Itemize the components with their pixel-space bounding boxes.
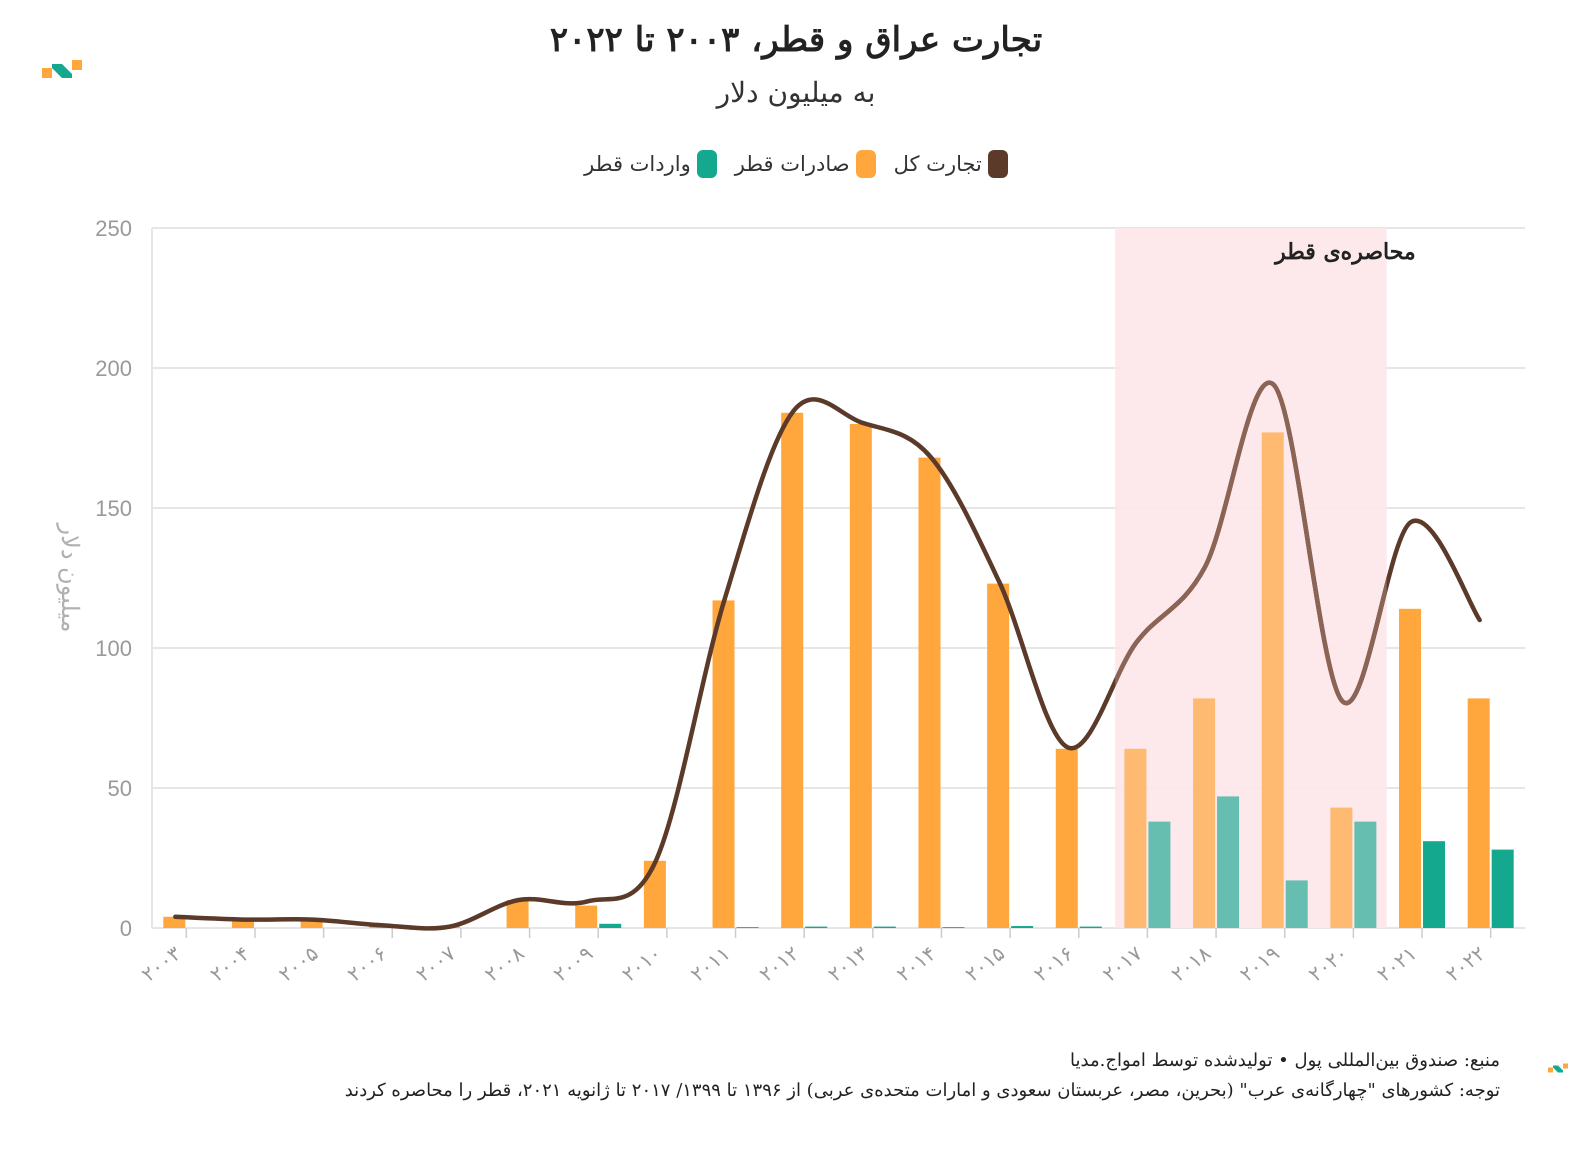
bar-exports bbox=[1261, 432, 1284, 928]
bar-exports bbox=[575, 905, 598, 928]
chart-legend: تجارت کل صادرات قطر واردات قطر bbox=[0, 150, 1592, 178]
legend-swatch-exports bbox=[855, 150, 876, 178]
chart-title: تجارت عراق و قطر، ۲۰۰۳ تا ۲۰۲۲ bbox=[549, 20, 1043, 60]
x-tick-label: ۲۰۰۳ bbox=[137, 941, 186, 987]
legend-swatch-total bbox=[987, 150, 1008, 178]
bar-imports bbox=[736, 927, 759, 928]
x-tick-label: ۲۰۰۷ bbox=[411, 941, 460, 987]
bar-exports bbox=[643, 860, 666, 928]
bar-exports bbox=[849, 424, 872, 928]
y-tick-label: 0 bbox=[120, 916, 132, 941]
bar-imports bbox=[1423, 841, 1446, 928]
bar-exports bbox=[1055, 748, 1078, 928]
y-tick-label: 200 bbox=[95, 356, 132, 381]
chart-plot: 0 50 100 150 200 250 میلیون دلار محاصره‌ی قطر ۲۰… bbox=[56, 216, 1525, 987]
x-tick-label: ۲۰۱۵ bbox=[961, 941, 1010, 986]
footer-note: توجه: کشورهای "چهارگانه‌ی عرب" (بحرین، م… bbox=[344, 1080, 1500, 1101]
x-tick-label: ۲۰۱۴ bbox=[892, 941, 941, 986]
bar-exports bbox=[781, 412, 804, 928]
bar-imports bbox=[805, 926, 828, 928]
bar-exports bbox=[1330, 807, 1353, 928]
bar-exports bbox=[1399, 608, 1422, 928]
bar-exports bbox=[712, 600, 735, 928]
x-tick-label: ۲۰۱۶ bbox=[1029, 941, 1078, 986]
bar-imports bbox=[1217, 796, 1240, 928]
x-tick-label: ۲۰۱۰ bbox=[617, 941, 666, 986]
x-tick-label: ۲۰۱۸ bbox=[1167, 941, 1216, 987]
footer-logo bbox=[1548, 1063, 1568, 1073]
x-tick-label: ۲۰۲۰ bbox=[1304, 941, 1353, 986]
legend-swatch-imports bbox=[696, 150, 717, 178]
brand-logo bbox=[42, 60, 82, 78]
chart-subtitle: به میلیون دلار bbox=[716, 76, 876, 109]
legend-item-total[interactable]: تجارت کل bbox=[894, 150, 1008, 178]
y-tick-label: 250 bbox=[95, 216, 132, 241]
line-total-trade-highlight bbox=[1115, 380, 1387, 706]
bar-exports bbox=[987, 583, 1010, 928]
y-tick-label: 150 bbox=[95, 496, 132, 521]
bar-imports bbox=[599, 923, 622, 928]
bar-imports bbox=[1148, 821, 1171, 928]
x-tick-label: ۲۰۰۸ bbox=[480, 941, 529, 987]
bar-exports bbox=[231, 919, 254, 928]
x-tick-label: ۲۰۰۹ bbox=[549, 941, 598, 986]
bar-exports bbox=[300, 919, 323, 928]
bar-imports bbox=[1011, 926, 1034, 928]
legend-label-imports: واردات قطر bbox=[584, 152, 691, 176]
bar-imports bbox=[1285, 880, 1308, 928]
x-tick-label: ۲۰۱۷ bbox=[1098, 941, 1147, 987]
bar-exports bbox=[1193, 698, 1216, 928]
y-tick-label: 100 bbox=[95, 636, 132, 661]
x-tick-label: ۲۰۰۴ bbox=[205, 941, 254, 986]
bar-imports bbox=[1354, 821, 1377, 928]
x-tick-label: ۲۰۱۹ bbox=[1235, 941, 1284, 986]
bar-imports bbox=[873, 926, 896, 928]
y-axis-label: میلیون دلار bbox=[56, 523, 84, 633]
x-tick-label: ۲۰۱۳ bbox=[823, 941, 872, 987]
x-tick-label: ۲۰۱۱ bbox=[686, 941, 735, 986]
bar-imports bbox=[1491, 849, 1514, 928]
bar-exports bbox=[918, 457, 941, 928]
legend-item-imports[interactable]: واردات قطر bbox=[584, 150, 717, 178]
bar-exports bbox=[163, 916, 186, 928]
bar-exports bbox=[1124, 748, 1147, 928]
x-tick-label: ۲۰۲۲ bbox=[1441, 941, 1490, 986]
bar-imports bbox=[1079, 926, 1102, 928]
bar-imports bbox=[942, 927, 965, 928]
bar-exports bbox=[506, 900, 529, 928]
x-tick-label: ۲۰۰۶ bbox=[343, 941, 392, 986]
legend-label-exports: صادرات قطر bbox=[734, 152, 850, 176]
y-tick-label: 50 bbox=[108, 776, 132, 801]
footer-source: منبع: صندوق بین‌المللی پول • تولیدشده تو… bbox=[1070, 1050, 1500, 1071]
x-tick-label: ۲۰۱۲ bbox=[755, 941, 804, 986]
x-tick-label: ۲۰۰۵ bbox=[274, 941, 323, 986]
legend-label-total: تجارت کل bbox=[893, 152, 982, 176]
annotation-label: محاصره‌ی قطر bbox=[1273, 239, 1416, 265]
legend-item-exports[interactable]: صادرات قطر bbox=[735, 150, 876, 178]
x-tick-label: ۲۰۲۱ bbox=[1372, 941, 1421, 986]
bar-exports bbox=[1467, 698, 1490, 928]
